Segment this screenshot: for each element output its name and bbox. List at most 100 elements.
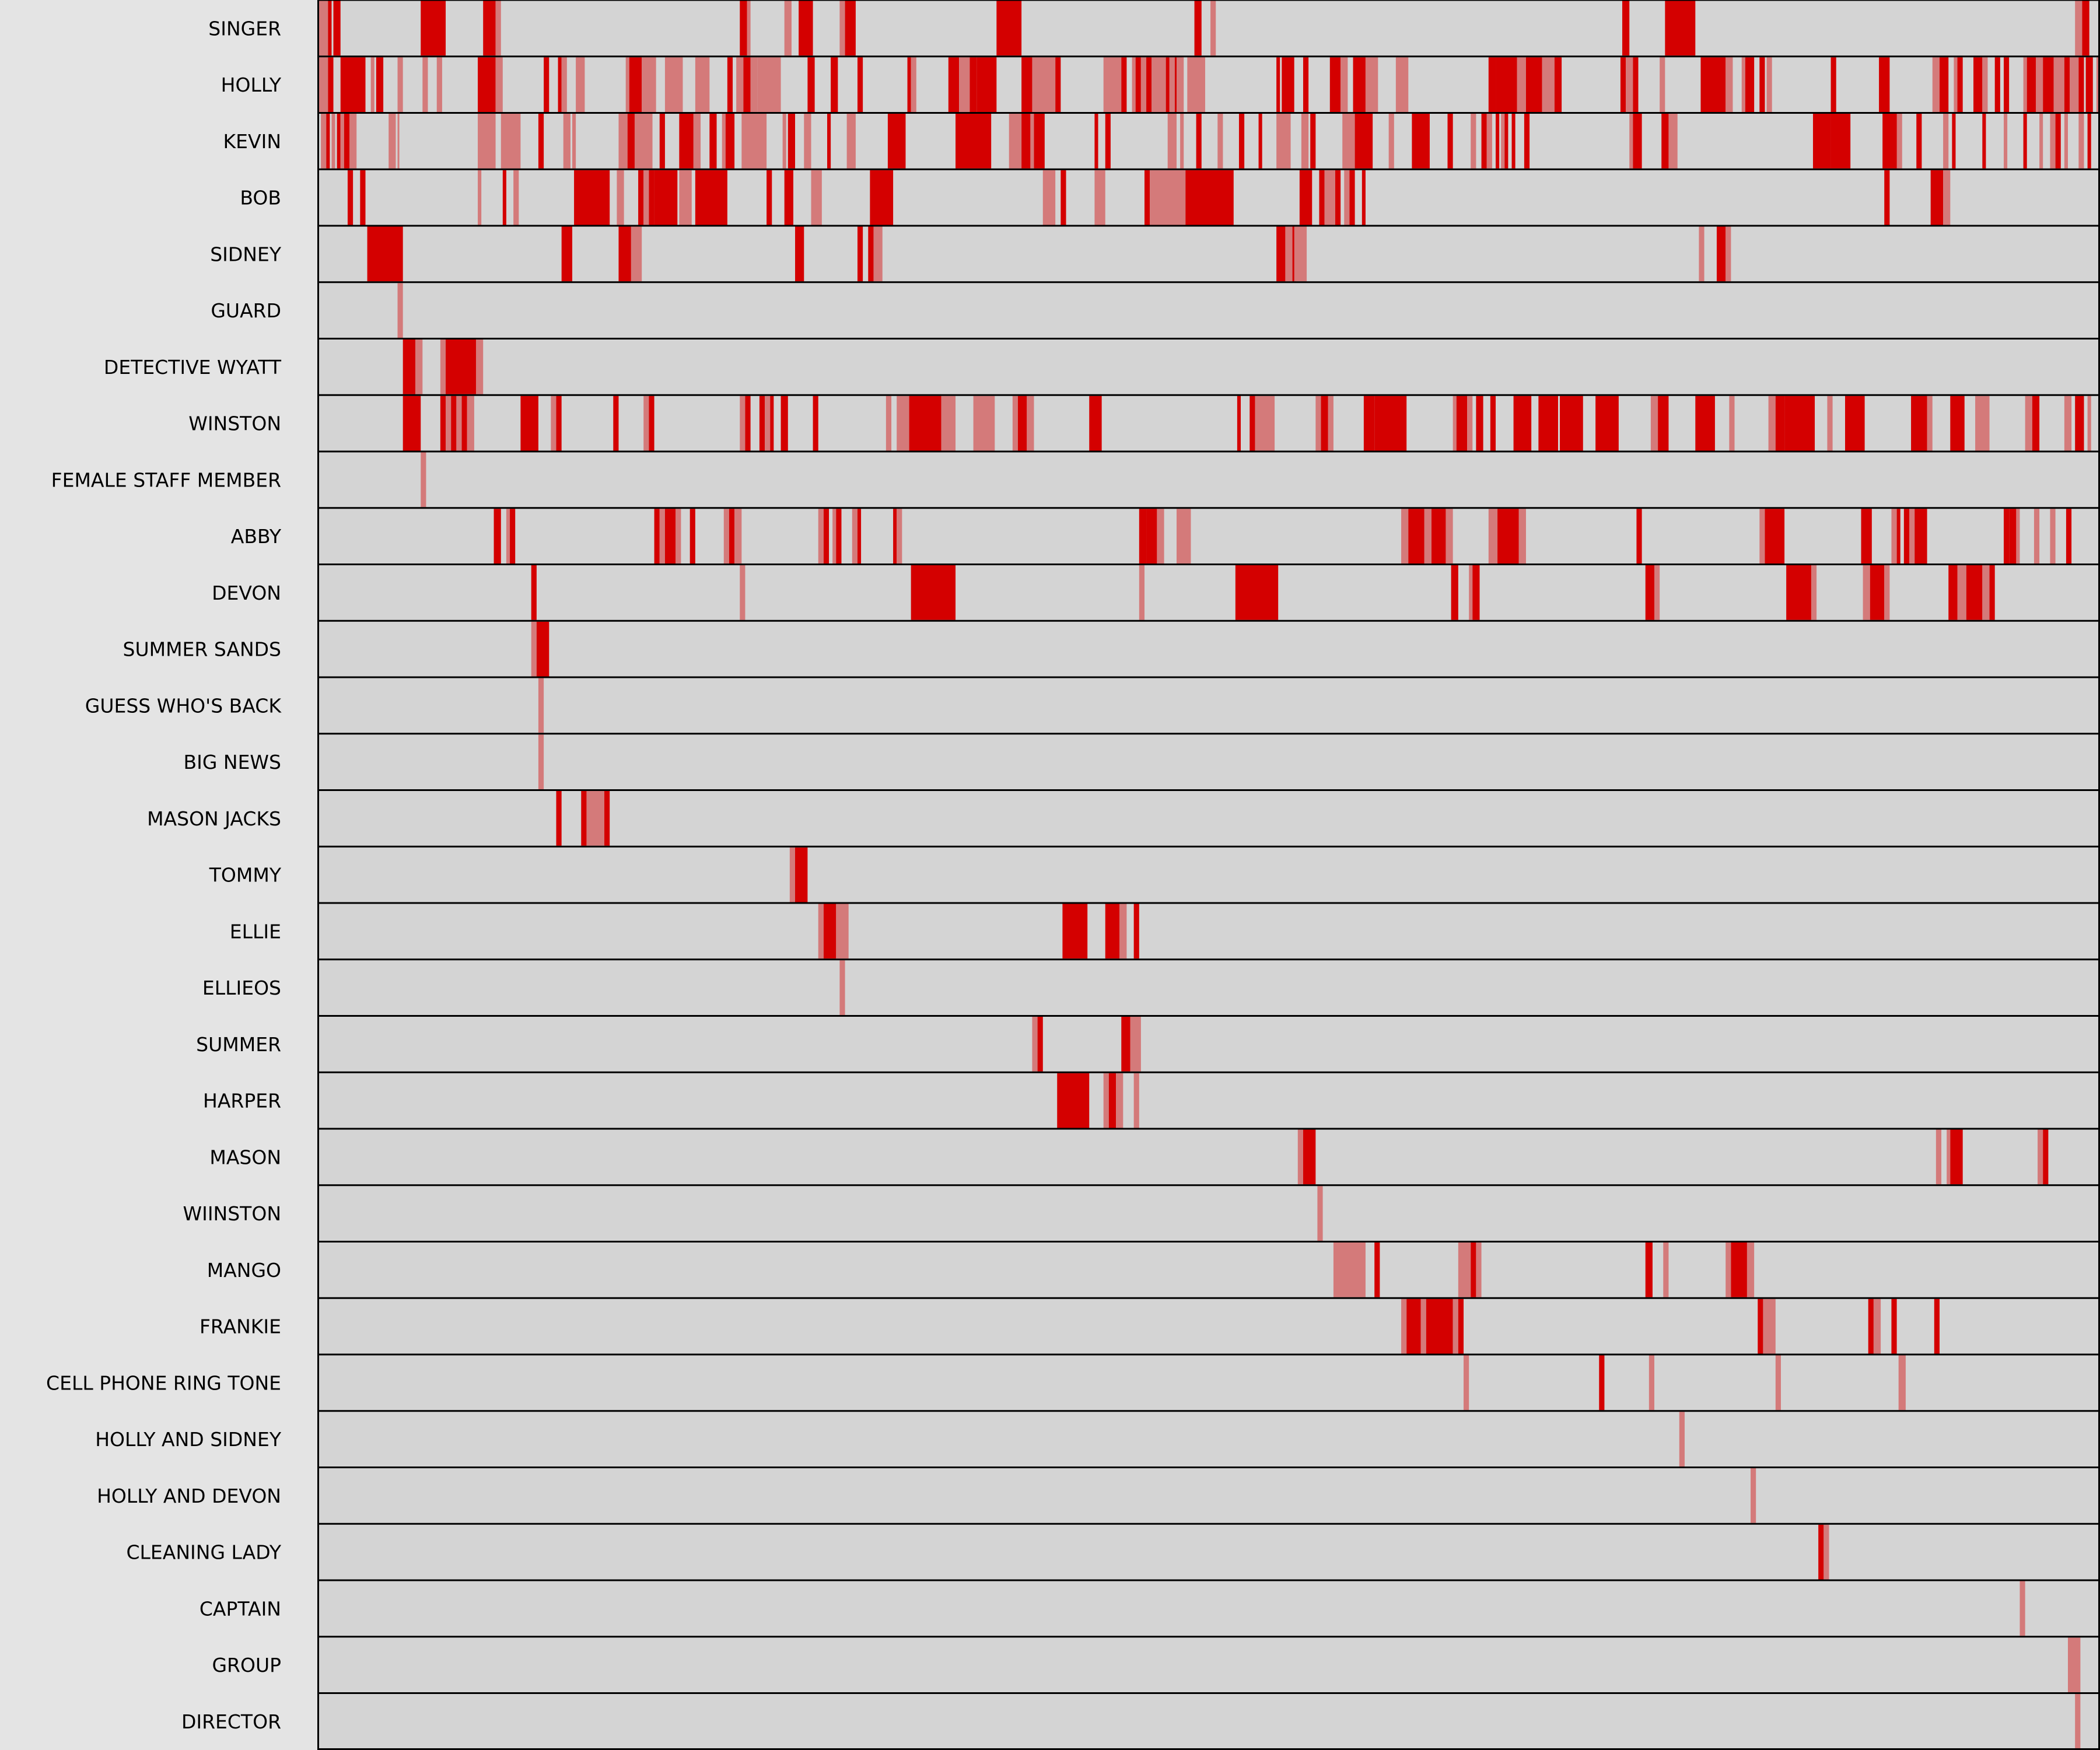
- speaking-segment: [1831, 114, 1851, 169]
- speaking-segment: [788, 114, 796, 169]
- speaking-segment: [461, 396, 467, 451]
- speaking-segment: [1321, 396, 1328, 451]
- timeline-track: [317, 1185, 2100, 1242]
- speaking-segment: [1196, 114, 1202, 169]
- speaking-segment: [1362, 170, 1366, 225]
- character-label: WIINSTON: [183, 1202, 281, 1225]
- character-label: SIDNEY: [210, 243, 282, 265]
- mention-segment: [1884, 565, 1890, 620]
- speaking-segment: [1952, 114, 1956, 169]
- speaking-segment: [1982, 114, 1986, 169]
- mention-segment: [1811, 565, 1817, 620]
- speaking-segment: [1911, 396, 1927, 451]
- speaking-segment: [1745, 57, 1755, 112]
- timeline-row: DETECTIVE WYATT: [104, 338, 2100, 396]
- mention-segment: [506, 509, 510, 564]
- timeline-track: [317, 282, 2100, 339]
- speaking-segment: [1490, 396, 1496, 451]
- speaking-segment: [1237, 396, 1241, 451]
- speaking-segment: [1504, 114, 1508, 169]
- speaking-segment: [1471, 1242, 1476, 1297]
- speaking-segment: [1447, 114, 1453, 169]
- speaking-segment: [1554, 57, 1562, 112]
- speaking-segment: [1105, 904, 1120, 959]
- timeline-track: [317, 56, 2100, 113]
- mention-segment: [740, 396, 746, 451]
- mention-segment: [832, 509, 836, 564]
- speaking-segment: [1089, 396, 1102, 451]
- speaking-segment: [823, 509, 830, 564]
- mention-segment: [1194, 57, 1205, 112]
- speaking-segment: [1456, 396, 1468, 451]
- mention-segment: [1729, 396, 1735, 451]
- speaking-segment: [1060, 170, 1066, 225]
- mention-segment: [478, 114, 496, 169]
- mention-segment: [576, 57, 585, 112]
- mention-segment: [340, 114, 344, 169]
- mention-segment: [478, 170, 482, 225]
- mention-segment: [1340, 57, 1348, 112]
- speaking-segment: [1700, 57, 1726, 112]
- mention-segment: [1927, 396, 1933, 451]
- timeline-row: KEVIN: [223, 113, 2100, 170]
- timeline-row: CELL PHONE RING TONE: [46, 1354, 2100, 1411]
- mention-segment: [1294, 226, 1307, 282]
- speaking-segment: [907, 57, 911, 112]
- timeline-track: [317, 1467, 2100, 1524]
- speaking-segment: [1412, 114, 1430, 169]
- timeline-track: [317, 1693, 2100, 1750]
- mention-segment: [643, 396, 649, 451]
- speaking-segment: [1282, 57, 1294, 112]
- speaking-segment: [1139, 509, 1147, 564]
- mention-segment: [1150, 170, 1186, 225]
- mention-segment: [1130, 1017, 1141, 1072]
- speaking-segment: [1432, 509, 1446, 564]
- mention-segment: [1452, 396, 1457, 451]
- speaking-segment: [1303, 1129, 1316, 1185]
- speaking-segment: [510, 509, 516, 564]
- character-label: SUMMER SANDS: [123, 638, 282, 661]
- mention-segment: [370, 57, 374, 112]
- mention-segment: [618, 114, 628, 169]
- timeline-row: CLEANING LADY: [127, 1524, 2100, 1580]
- speaking-segment: [1363, 396, 1375, 451]
- mention-segment: [897, 396, 909, 451]
- timeline-row: TOMMY: [209, 846, 2100, 903]
- character-label: MASON: [209, 1146, 281, 1168]
- speaking-segment: [740, 1, 747, 56]
- speaking-segment: [402, 340, 416, 394]
- speaking-segment: [1775, 396, 1785, 451]
- mention-segment: [693, 114, 701, 169]
- speaking-segment: [836, 509, 842, 564]
- timeline-track: [317, 790, 2100, 847]
- speaking-segment: [1496, 114, 1500, 169]
- speaking-segment: [1458, 1298, 1464, 1354]
- speaking-segment: [2009, 509, 2017, 564]
- mention-segment: [321, 114, 327, 169]
- timeline-row: MANGO: [207, 1241, 2100, 1298]
- speaking-segment: [1121, 1017, 1130, 1072]
- mention-segment: [2025, 396, 2032, 451]
- speaking-segment: [827, 114, 831, 169]
- character-label: KEVIN: [223, 130, 281, 153]
- timeline-track: [317, 1354, 2100, 1411]
- speaking-segment: [1994, 57, 2000, 112]
- speaking-segment: [326, 114, 330, 169]
- timeline-row: SUMMER SANDS: [123, 621, 2100, 677]
- mention-segment: [1648, 1355, 1654, 1410]
- speaking-segment: [2032, 396, 2040, 451]
- mention-segment: [317, 57, 328, 112]
- speaking-segment: [1144, 170, 1150, 225]
- speaking-segment: [1915, 509, 1927, 564]
- speaking-segment: [970, 57, 977, 112]
- mention-segment: [2075, 1, 2082, 56]
- character-label: FEMALE STAFF MEMBER: [51, 468, 281, 491]
- speaking-segment: [2003, 509, 2010, 564]
- mention-segment: [736, 57, 744, 112]
- mention-segment: [1775, 1355, 1781, 1410]
- timeline-row: ELLIEOS: [202, 959, 2100, 1016]
- mention-segment: [1932, 57, 1940, 112]
- speaking-segment: [1812, 114, 1831, 169]
- mention-segment: [625, 57, 629, 112]
- speaking-segment: [333, 1, 341, 56]
